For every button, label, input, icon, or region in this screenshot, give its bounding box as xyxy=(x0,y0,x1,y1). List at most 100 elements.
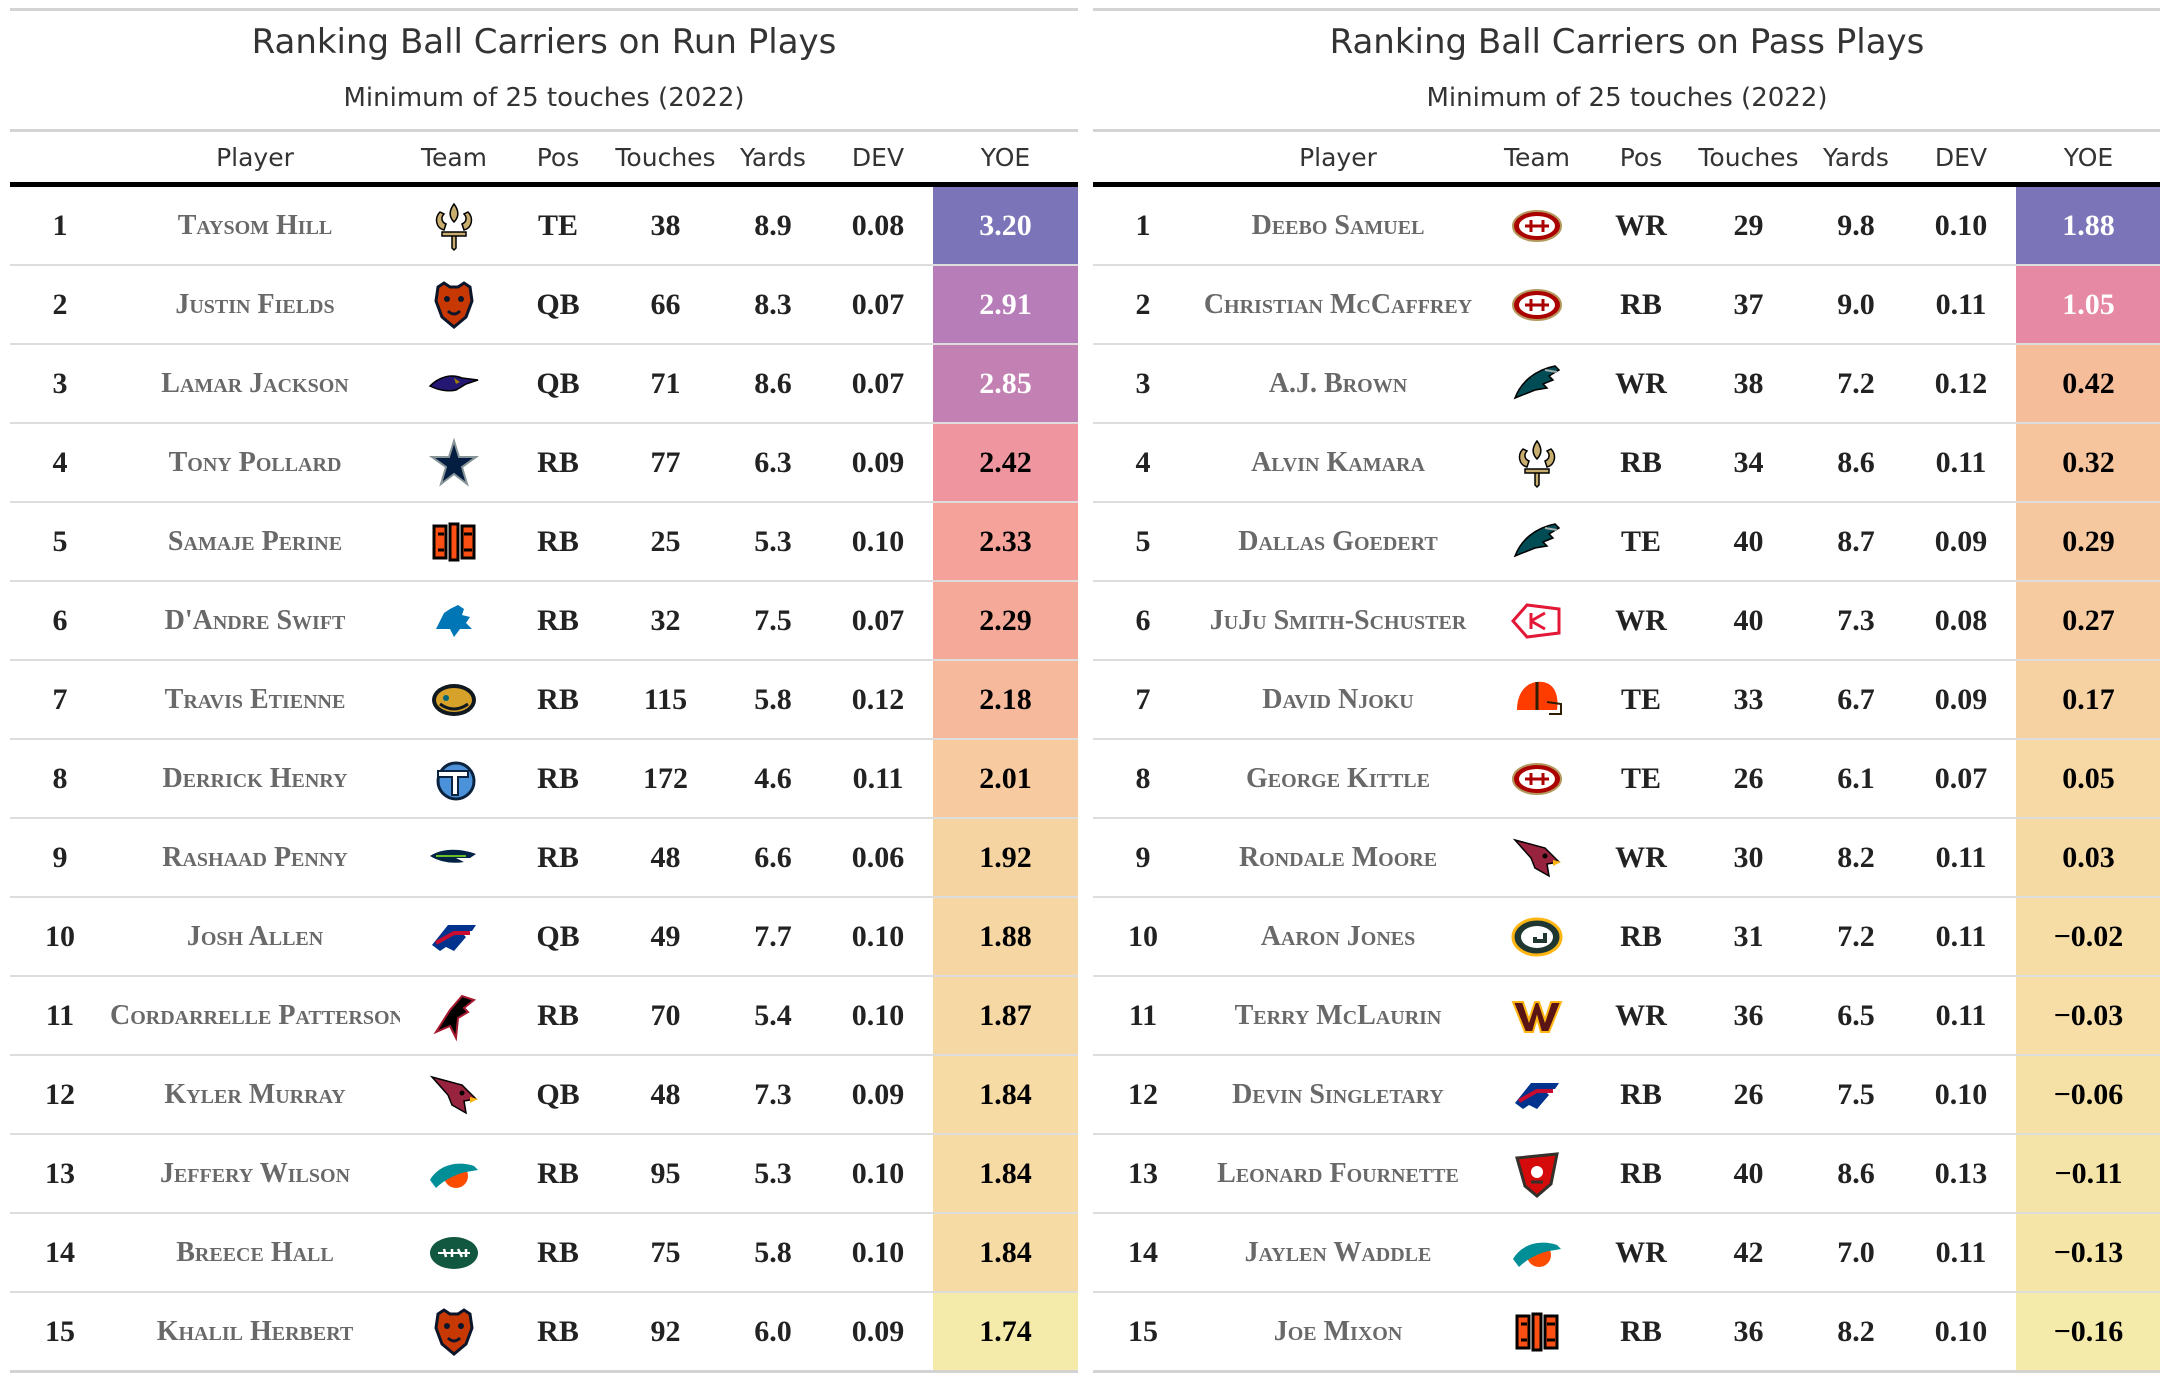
table-row[interactable]: 12 Devin Singletary RB 26 7.5 0.10 −0.06 xyxy=(1093,1055,2160,1135)
table-row[interactable]: 15 Joe Mixon RB 36 8.2 0.10 −0.16 xyxy=(1093,1292,2160,1373)
rank-cell: 3 xyxy=(1093,344,1193,424)
team-cell xyxy=(1483,1213,1591,1293)
rank-cell: 10 xyxy=(1093,897,1193,977)
dev-cell: 0.10 xyxy=(1906,184,2016,266)
table-row[interactable]: 11 Terry McLaurin WR 36 6.5 0.11 −0.03 xyxy=(1093,976,2160,1056)
dev-cell: 0.13 xyxy=(1906,1134,2016,1214)
col-header-team[interactable]: Team xyxy=(1483,132,1591,187)
dolphins-logo-icon xyxy=(1509,1227,1565,1279)
player-name-cell: Devin Singletary xyxy=(1193,1055,1483,1135)
table-row[interactable]: 3 Lamar Jackson QB 71 8.6 0.07 2.85 xyxy=(10,344,1078,424)
col-header-dev[interactable]: DEV xyxy=(1906,132,2016,187)
col-header-yoe[interactable]: YOE xyxy=(2016,132,2160,187)
run-plays-panel: Ranking Ball Carriers on Run Plays Minim… xyxy=(10,8,1078,1373)
table-row[interactable]: 13 Leonard Fournette RB 40 8.6 0.13 −0.11 xyxy=(1093,1134,2160,1214)
table-row[interactable]: 1 Deebo Samuel WR 29 9.8 0.10 1.88 xyxy=(1093,184,2160,266)
table-row[interactable]: 5 Samaje Perine RB 25 5.3 0.10 2.33 xyxy=(10,502,1078,582)
player-name-cell: Cordarrelle Patterson xyxy=(110,976,400,1056)
yoe-cell: 1.87 xyxy=(933,976,1078,1056)
col-header-touches[interactable]: Touches xyxy=(1691,132,1806,187)
table-row[interactable]: 2 Justin Fields QB 66 8.3 0.07 2.91 xyxy=(10,265,1078,345)
col-header-yoe[interactable]: YOE xyxy=(933,132,1078,187)
yards-cell: 4.6 xyxy=(723,739,823,819)
bears-logo-icon xyxy=(426,1306,482,1358)
table-row[interactable]: 14 Jaylen Waddle WR 42 7.0 0.11 −0.13 xyxy=(1093,1213,2160,1293)
dev-cell: 0.11 xyxy=(823,739,933,819)
table-row[interactable]: 3 A.J. Brown WR 38 7.2 0.12 0.42 xyxy=(1093,344,2160,424)
yoe-cell: 2.01 xyxy=(933,739,1078,819)
team-cell xyxy=(400,423,508,503)
yoe-cell: 1.88 xyxy=(933,897,1078,977)
table-row[interactable]: 10 Josh Allen QB 49 7.7 0.10 1.88 xyxy=(10,897,1078,977)
col-header-player[interactable]: Player xyxy=(1193,132,1483,187)
team-cell xyxy=(1483,423,1591,503)
position-cell: RB xyxy=(508,1213,608,1293)
table-row[interactable]: 6 JuJu Smith-Schuster WR 40 7.3 0.08 0.27 xyxy=(1093,581,2160,661)
team-cell xyxy=(400,739,508,819)
col-header-touches[interactable]: Touches xyxy=(608,132,723,187)
rank-cell: 12 xyxy=(10,1055,110,1135)
position-cell: WR xyxy=(1591,581,1691,661)
col-header-team[interactable]: Team xyxy=(400,132,508,187)
yards-cell: 6.1 xyxy=(1806,739,1906,819)
touches-cell: 42 xyxy=(1691,1213,1806,1293)
yoe-cell: 1.92 xyxy=(933,818,1078,898)
yoe-cell: 0.32 xyxy=(2016,423,2160,503)
table-row[interactable]: 6 D'Andre Swift RB 32 7.5 0.07 2.29 xyxy=(10,581,1078,661)
dev-cell: 0.09 xyxy=(823,1292,933,1373)
col-header-rank[interactable] xyxy=(10,132,110,187)
dev-cell: 0.10 xyxy=(823,897,933,977)
bills-logo-icon xyxy=(426,911,482,963)
table-row[interactable]: 8 Derrick Henry RB 172 4.6 0.11 2.01 xyxy=(10,739,1078,819)
touches-cell: 40 xyxy=(1691,502,1806,582)
touches-cell: 37 xyxy=(1691,265,1806,345)
yards-cell: 7.3 xyxy=(1806,581,1906,661)
col-header-pos[interactable]: Pos xyxy=(1591,132,1691,187)
table-row[interactable]: 4 Alvin Kamara RB 34 8.6 0.11 0.32 xyxy=(1093,423,2160,503)
table-row[interactable]: 9 Rashaad Penny RB 48 6.6 0.06 1.92 xyxy=(10,818,1078,898)
table-row[interactable]: 7 Travis Etienne RB 115 5.8 0.12 2.18 xyxy=(10,660,1078,740)
table-row[interactable]: 4 Tony Pollard RB 77 6.3 0.09 2.42 xyxy=(10,423,1078,503)
table-row[interactable]: 9 Rondale Moore WR 30 8.2 0.11 0.03 xyxy=(1093,818,2160,898)
yoe-cell: 0.17 xyxy=(2016,660,2160,740)
yoe-cell: 2.33 xyxy=(933,502,1078,582)
table-row[interactable]: 2 Christian McCaffrey RB 37 9.0 0.11 1.05 xyxy=(1093,265,2160,345)
table-row[interactable]: 15 Khalil Herbert RB 92 6.0 0.09 1.74 xyxy=(10,1292,1078,1373)
eagles-logo-icon xyxy=(1509,358,1565,410)
touches-cell: 36 xyxy=(1691,976,1806,1056)
rank-cell: 2 xyxy=(1093,265,1193,345)
yards-cell: 5.8 xyxy=(723,660,823,740)
table-row[interactable]: 7 David Njoku TE 33 6.7 0.09 0.17 xyxy=(1093,660,2160,740)
col-header-rank[interactable] xyxy=(1093,132,1193,187)
table-row[interactable]: 11 Cordarrelle Patterson RB 70 5.4 0.10 1.87 xyxy=(10,976,1078,1056)
position-cell: WR xyxy=(1591,344,1691,424)
player-name-cell: A.J. Brown xyxy=(1193,344,1483,424)
col-header-yards[interactable]: Yards xyxy=(1806,132,1906,187)
player-name-cell: Deebo Samuel xyxy=(1193,184,1483,266)
table-row[interactable]: 13 Jeffery Wilson RB 95 5.3 0.10 1.84 xyxy=(10,1134,1078,1214)
table-row[interactable]: 1 Taysom Hill TE 38 8.9 0.08 3.20 xyxy=(10,184,1078,266)
team-cell xyxy=(1483,1292,1591,1373)
table-row[interactable]: 14 Breece Hall RB 75 5.8 0.10 1.84 xyxy=(10,1213,1078,1293)
col-header-yards[interactable]: Yards xyxy=(723,132,823,187)
table-row[interactable]: 10 Aaron Jones RB 31 7.2 0.11 −0.02 xyxy=(1093,897,2160,977)
yards-cell: 7.3 xyxy=(723,1055,823,1135)
dolphins-logo-icon xyxy=(426,1148,482,1200)
player-name-cell: Jaylen Waddle xyxy=(1193,1213,1483,1293)
dev-cell: 0.11 xyxy=(1906,897,2016,977)
yards-cell: 6.7 xyxy=(1806,660,1906,740)
table-row[interactable]: 8 George Kittle TE 26 6.1 0.07 0.05 xyxy=(1093,739,2160,819)
team-cell xyxy=(1483,1134,1591,1214)
table-row[interactable]: 12 Kyler Murray QB 48 7.3 0.09 1.84 xyxy=(10,1055,1078,1135)
position-cell: RB xyxy=(508,502,608,582)
table-row[interactable]: 5 Dallas Goedert TE 40 8.7 0.09 0.29 xyxy=(1093,502,2160,582)
col-header-dev[interactable]: DEV xyxy=(823,132,933,187)
touches-cell: 95 xyxy=(608,1134,723,1214)
col-header-pos[interactable]: Pos xyxy=(508,132,608,187)
rank-cell: 14 xyxy=(1093,1213,1193,1293)
col-header-player[interactable]: Player xyxy=(110,132,400,187)
dev-cell: 0.09 xyxy=(1906,660,2016,740)
touches-cell: 38 xyxy=(608,184,723,266)
dev-cell: 0.12 xyxy=(823,660,933,740)
